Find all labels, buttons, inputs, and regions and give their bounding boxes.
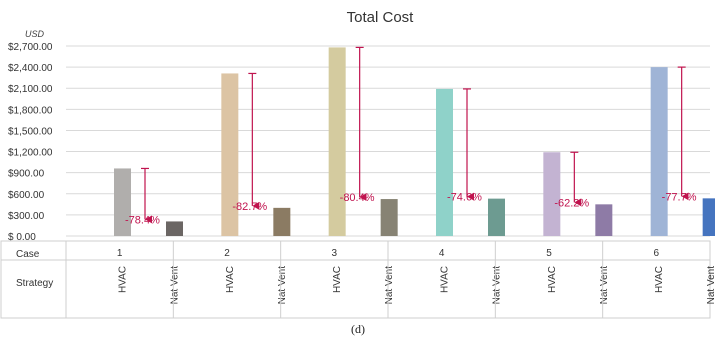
bar-natvent (380, 199, 398, 236)
y-tick-label: $300.00 (8, 211, 45, 222)
reduction-label: -80.4% (340, 192, 375, 204)
strategy-label: HVAC (547, 266, 558, 293)
figure-caption: (d) (351, 322, 365, 336)
category-table: Case Strategy 1 HVAC Nat Vent 2 HVAC Nat Vent… (0, 240, 715, 319)
strategy-label: Nat Vent (170, 266, 181, 305)
reduction-label: -78.4% (125, 214, 160, 226)
case-label: 2 (224, 248, 230, 259)
reduction-label: -77.7% (662, 191, 697, 203)
reduction-label: -62.2% (554, 197, 589, 209)
case-label: 5 (546, 248, 552, 259)
strategy-label: Nat Vent (492, 266, 503, 305)
y-tick-label: $1,500.00 (8, 126, 53, 137)
y-tick-label: $600.00 (8, 190, 45, 201)
bar-hvac (221, 73, 239, 236)
bar-natvent (273, 207, 291, 236)
bar-natvent (702, 198, 715, 236)
bar-natvent (595, 204, 613, 236)
case-label: 3 (332, 248, 338, 259)
y-tick-label: $2,400.00 (8, 63, 53, 74)
bar-hvac (650, 67, 668, 236)
reduction-arrows: -78.4% -82.7% -80.4% -74.6% -62.2% -77.7% (125, 46, 697, 226)
table-frame (0, 240, 711, 319)
strategy-label: HVAC (118, 266, 129, 293)
y-axis-ticks: $ 0.00 $300.00 $600.00 $900.00 $1,200.00 $1,5… (8, 42, 53, 243)
chart-title: Total Cost (347, 9, 415, 26)
bar-natvent (488, 198, 505, 236)
bar-hvac (328, 47, 346, 236)
bar-hvac (543, 152, 561, 236)
grid-lines (66, 45, 710, 237)
y-tick-label: $900.00 (8, 169, 45, 180)
y-tick-label: $2,700.00 (8, 42, 53, 53)
case-label: 4 (439, 248, 445, 259)
reduction-label: -74.6% (447, 192, 482, 204)
strategy-label: Nat Vent (384, 266, 395, 305)
bars (114, 47, 715, 236)
strategy-label: HVAC (332, 266, 343, 293)
case-row-label: Case (16, 249, 40, 260)
strategy-label: Nat Vent (706, 266, 715, 305)
case-label: 6 (654, 248, 660, 259)
y-tick-label: $1,200.00 (8, 148, 53, 159)
y-axis-unit: USD (25, 29, 45, 39)
reduction-label: -82.7% (232, 201, 267, 213)
strategy-label: HVAC (654, 266, 665, 293)
y-tick-label: $2,100.00 (8, 84, 53, 95)
y-tick-label: $ 0.00 (8, 232, 36, 243)
bar-hvac (114, 168, 131, 236)
bar-hvac (436, 88, 453, 236)
strategy-label: Nat Vent (277, 266, 288, 305)
strategy-label: HVAC (225, 266, 236, 293)
case-label: 1 (117, 248, 123, 259)
y-tick-label: $1,800.00 (8, 105, 53, 116)
strategy-label: HVAC (440, 266, 451, 293)
strategy-row-label: Strategy (16, 278, 53, 289)
bar-natvent (166, 221, 183, 236)
strategy-label: Nat Vent (599, 266, 610, 305)
